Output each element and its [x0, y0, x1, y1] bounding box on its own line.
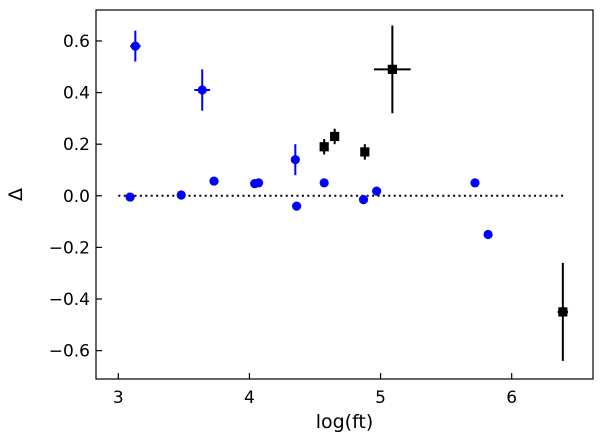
data-point — [176, 190, 186, 200]
data-point — [483, 229, 493, 240]
data-point — [372, 186, 382, 196]
data-point — [558, 307, 568, 317]
data-point — [319, 142, 329, 152]
x-tick-label: 5 — [375, 388, 386, 408]
y-tick-label: −0.6 — [49, 342, 90, 362]
data-point — [360, 147, 370, 157]
data-point — [197, 85, 207, 95]
data-point — [130, 41, 140, 51]
y-tick-label: 0.6 — [63, 32, 90, 52]
data-point — [125, 192, 135, 202]
data-point — [387, 64, 397, 74]
series-1 — [125, 30, 493, 240]
x-tick-label: 4 — [244, 388, 255, 408]
data-point — [254, 178, 264, 188]
x-tick-label: 6 — [506, 388, 517, 408]
series-2 — [319, 25, 569, 361]
y-tick-label: −0.4 — [49, 290, 90, 310]
y-tick-label: 0.4 — [63, 84, 90, 104]
y-tick-label: −0.2 — [49, 238, 90, 258]
x-tick-label: 3 — [113, 388, 124, 408]
y-axis-label: Δ — [5, 188, 27, 201]
plot-content — [118, 25, 569, 361]
data-point — [470, 178, 480, 188]
plot-frame — [95, 9, 594, 380]
x-axis-ticks: 3 4 5 6 — [113, 373, 517, 408]
data-point — [290, 155, 300, 165]
y-tick-label: 0.2 — [63, 135, 90, 155]
data-point — [358, 195, 369, 205]
y-axis-ticks: 0.6 0.4 0.2 0.0 −0.2 −0.4 −0.6 — [49, 32, 102, 362]
x-axis-label: log(ft) — [316, 411, 374, 433]
data-point — [319, 178, 329, 188]
data-point — [292, 201, 302, 211]
data-point — [209, 176, 219, 186]
y-tick-label: 0.0 — [63, 187, 90, 207]
data-point — [330, 131, 340, 142]
